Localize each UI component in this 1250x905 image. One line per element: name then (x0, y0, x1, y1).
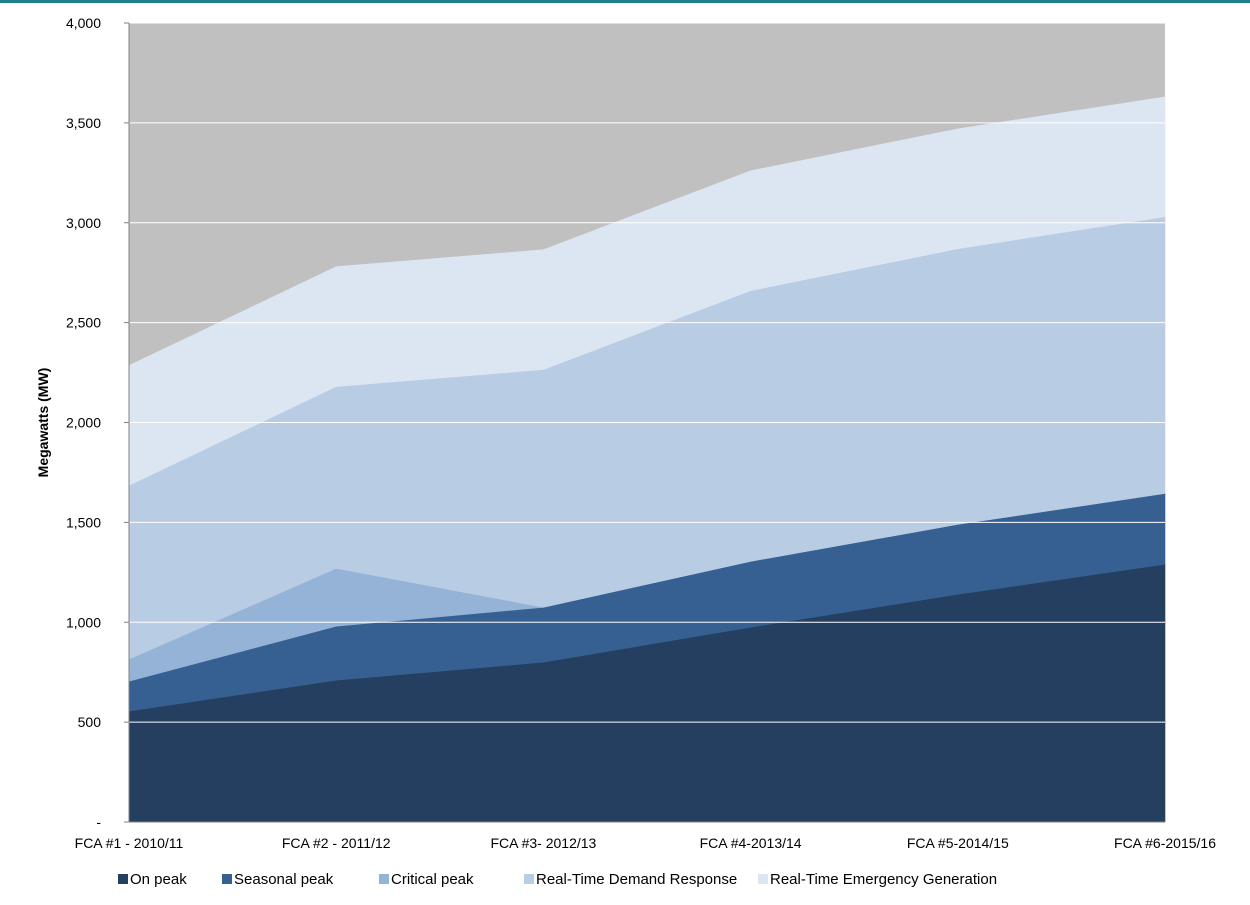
x-tick-label-1: FCA #2 - 2011/12 (282, 835, 391, 851)
y-tick-label-1: 500 (78, 714, 102, 730)
gridlines (129, 22, 1165, 723)
legend-label-0: On peak (130, 871, 187, 888)
x-tick-label-2: FCA #3- 2012/13 (490, 835, 596, 851)
y-tick-labels: - 500 1,000 1,500 2,000 2,500 3,000 3,500 4,000 (66, 15, 101, 830)
legend-swatch-3 (524, 874, 534, 884)
top-border-strip (0, 0, 1250, 3)
y-axis-title: Megawatts (MW) (35, 368, 51, 478)
x-tick-label-4: FCA #5-2014/15 (907, 835, 1009, 851)
legend-item-3: Real-Time Demand Response (524, 871, 737, 888)
x-tick-label-5: FCA #6-2015/16 (1114, 835, 1216, 851)
legend-swatch-2 (379, 874, 389, 884)
x-tick-label-3: FCA #4-2013/14 (700, 835, 802, 851)
x-tick-labels: FCA #1 - 2010/11 FCA #2 - 2011/12 FCA #3- … (75, 835, 1217, 851)
legend-label-2: Critical peak (391, 871, 474, 888)
y-tick-label-4: 2,000 (66, 415, 101, 431)
legend-swatch-0 (118, 874, 128, 884)
legend-label-3: Real-Time Demand Response (536, 871, 737, 888)
series-areas (128, 96, 1166, 823)
legend-item-4: Real-Time Emergency Generation (758, 871, 997, 888)
area-series-4 (128, 96, 1166, 486)
y-tick-label-7: 3,500 (66, 115, 101, 131)
legend-label-1: Seasonal peak (234, 871, 334, 888)
y-tick-label-5: 2,500 (66, 315, 101, 331)
x-tick-label-0: FCA #1 - 2010/11 (75, 835, 184, 851)
legend: On peak Seasonal peak Critical peak Real-Ti… (118, 871, 997, 888)
y-tick-label-3: 1,500 (66, 514, 101, 530)
axes (124, 22, 1165, 823)
legend-swatch-4 (758, 874, 768, 884)
legend-item-2: Critical peak (379, 871, 474, 888)
legend-label-4: Real-Time Emergency Generation (770, 871, 997, 888)
legend-item-1: Seasonal peak (222, 871, 334, 888)
y-tick-label-6: 3,000 (66, 215, 101, 231)
legend-swatch-1 (222, 874, 232, 884)
legend-item-0: On peak (118, 871, 187, 888)
y-tick-label-0: - (96, 814, 101, 830)
y-tick-label-2: 1,000 (66, 614, 101, 630)
y-tick-label-8: 4,000 (66, 15, 101, 31)
